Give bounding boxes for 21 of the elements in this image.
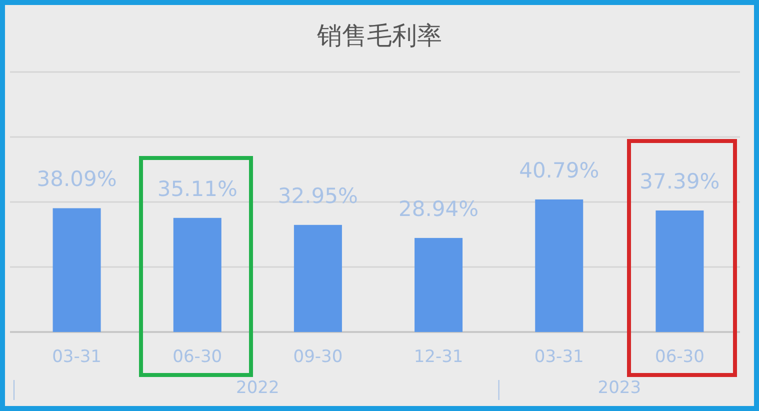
x-tick-label: 03-31 [534, 347, 584, 367]
data-label: 28.94% [398, 196, 479, 221]
data-label: 35.11% [157, 176, 238, 201]
text: 2023 [598, 378, 642, 398]
data-label: 32.95% [278, 184, 358, 208]
text: 2022 [236, 378, 280, 398]
data-label: 38.09% [36, 167, 117, 192]
data-label: 40.79% [519, 158, 600, 182]
x-tick-label: 03-31 [52, 347, 102, 367]
x-tick-label: 06-30 [172, 347, 222, 367]
bar [414, 238, 463, 332]
bar [535, 199, 584, 332]
x-tick-label: 06-30 [655, 347, 704, 367]
bar [656, 210, 704, 332]
bar [294, 224, 342, 332]
bar [173, 218, 222, 332]
chart-title: 销售毛利率 [316, 21, 442, 50]
x-tick-label: 12-31 [414, 347, 464, 367]
bar [52, 208, 101, 332]
x-tick-label: 09-30 [293, 347, 343, 367]
data-label: 37.39% [640, 169, 720, 194]
